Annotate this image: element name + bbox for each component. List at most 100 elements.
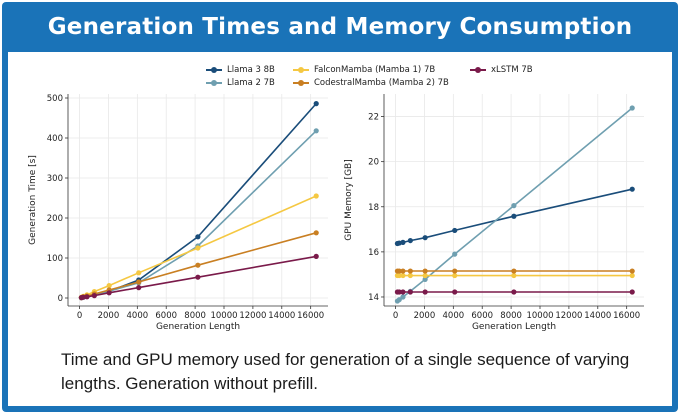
memory-data-point <box>396 272 402 279</box>
memory-data-point <box>629 289 635 295</box>
memory-data-point <box>407 237 413 244</box>
memory-data-point <box>422 268 428 274</box>
legend-item: Llama 3 8B <box>206 65 275 75</box>
memory-data-point <box>511 203 517 209</box>
time-x-tick-label: 0 <box>77 311 82 321</box>
memory-data-point <box>452 251 458 257</box>
memory-data-point <box>452 268 458 274</box>
figure-frame: Generation Times and Memory Consumption … <box>2 2 678 412</box>
memory-data-point <box>452 289 458 295</box>
memory-data-point <box>396 289 402 295</box>
memory-data-point <box>511 272 517 279</box>
time-data-point <box>106 290 112 296</box>
memory-data-point <box>400 239 406 245</box>
memory-data-point <box>422 272 428 279</box>
memory-data-point <box>452 272 458 279</box>
legend-swatch <box>293 67 309 73</box>
time-data-point <box>136 270 142 276</box>
figure-panel: 0 2000 4000 6000 8000 10000 12000 14000 16000 0 10… <box>8 52 672 406</box>
legend-swatch <box>206 80 222 86</box>
time-x-tick-label: 4000 <box>127 311 149 321</box>
time-x-tick-label: 10000 <box>210 311 237 321</box>
memory-x-tick-label: 0 <box>393 311 398 321</box>
memory-x-tick-label: 6000 <box>471 311 493 321</box>
legend-label: xLSTM 7B <box>491 65 533 75</box>
time-data-point <box>313 230 319 236</box>
memory-data-point <box>422 276 428 282</box>
memory-y-axis-title: GPU Memory [GB] <box>344 159 354 240</box>
memory-data-point <box>407 272 413 279</box>
time-x-axis-title: Generation Length <box>156 322 240 332</box>
memory-data-point <box>400 294 406 300</box>
time-y-tick-label: 300 <box>47 174 63 184</box>
memory-data-point <box>407 268 413 274</box>
legend-item: Llama 2 7B <box>206 78 275 88</box>
legend-label: FalconMamba (Mamba 1) 7B <box>314 65 436 75</box>
memory-data-point <box>629 186 635 192</box>
legend-label: Llama 3 8B <box>227 65 275 75</box>
time-series-line <box>81 130 317 299</box>
memory-x-tick-label: 12000 <box>555 311 582 321</box>
legend-item: xLSTM 7B <box>470 65 533 75</box>
memory-data-point <box>422 289 428 295</box>
time-y-tick-label: 0 <box>58 294 63 304</box>
memory-data-point <box>407 289 413 295</box>
memory-data-point <box>396 268 402 274</box>
figure-title: Generation Times and Memory Consumption <box>47 14 633 40</box>
memory-data-point <box>396 297 402 303</box>
time-y-axis-title: Generation Time [s] <box>28 155 38 245</box>
time-data-point <box>195 245 201 251</box>
time-y-tick-label: 200 <box>47 214 63 224</box>
time-data-point <box>313 193 319 199</box>
memory-y-tick-label: 16 <box>368 248 379 258</box>
time-y-tick-label: 100 <box>47 254 63 264</box>
time-data-point <box>195 274 201 280</box>
legend-label: Llama 2 7B <box>227 78 275 88</box>
memory-x-tick-label: 4000 <box>443 311 465 321</box>
time-data-point <box>91 293 97 299</box>
memory-x-axis-title: Generation Length <box>472 322 556 332</box>
memory-data-point <box>629 272 635 279</box>
legend-item: CodestralMamba (Mamba 2) 7B <box>293 78 449 88</box>
time-y-tick-label: 400 <box>47 134 63 144</box>
memory-data-point <box>511 289 517 295</box>
time-y-tick-label: 500 <box>47 94 63 104</box>
time-data-point <box>195 234 201 240</box>
legend-label: CodestralMamba (Mamba 2) 7B <box>314 78 449 88</box>
time-x-tick-label: 6000 <box>155 311 177 321</box>
memory-data-point <box>629 268 635 274</box>
memory-x-tick-label: 8000 <box>500 311 522 321</box>
time-x-tick-label: 14000 <box>268 311 295 321</box>
time-data-point <box>313 128 319 134</box>
legend-swatch <box>293 80 309 86</box>
time-x-tick-label: 12000 <box>239 311 266 321</box>
memory-x-tick-label: 16000 <box>613 311 640 321</box>
memory-y-tick-label: 18 <box>368 203 379 213</box>
memory-data-point <box>511 268 517 274</box>
memory-data-point <box>511 213 517 219</box>
memory-x-tick-label: 14000 <box>584 311 611 321</box>
legend-swatch <box>470 67 486 73</box>
memory-data-point <box>400 272 406 279</box>
time-series-line <box>81 103 317 299</box>
time-x-tick-label: 16000 <box>297 311 324 321</box>
time-x-tick-label: 8000 <box>184 311 206 321</box>
memory-y-tick-label: 22 <box>368 113 379 123</box>
memory-data-point <box>400 268 406 274</box>
legend-swatch <box>206 67 222 73</box>
time-data-point <box>84 294 90 300</box>
time-x-tick-label: 2000 <box>98 311 120 321</box>
charts-canvas: 0 2000 4000 6000 8000 10000 12000 14000 16000010… <box>28 94 644 332</box>
time-data-point <box>136 285 142 291</box>
time-data-point <box>313 101 319 107</box>
memory-x-tick-label: 10000 <box>526 311 553 321</box>
figure-caption: Time and GPU memory used for generation … <box>61 350 630 393</box>
time-data-point <box>195 262 201 268</box>
memory-y-tick-label: 20 <box>368 158 379 168</box>
memory-data-point <box>629 105 635 111</box>
time-data-point <box>313 253 319 259</box>
time-data-point <box>106 283 112 289</box>
memory-y-tick-label: 14 <box>368 293 379 303</box>
memory-data-point <box>400 289 406 295</box>
memory-x-tick-label: 2000 <box>414 311 436 321</box>
